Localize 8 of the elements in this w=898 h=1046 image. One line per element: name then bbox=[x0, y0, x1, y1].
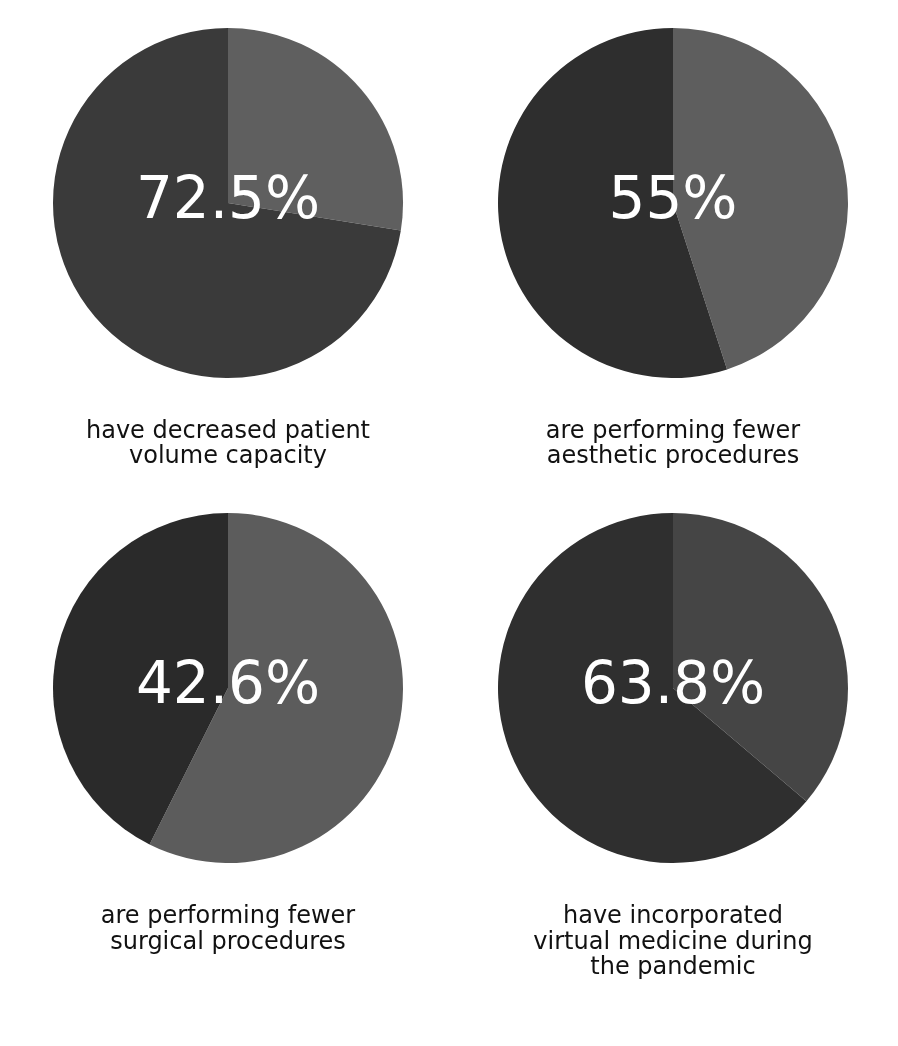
text: are performing fewer aesthetic procedures bbox=[544, 416, 802, 470]
data-label: 55% bbox=[608, 164, 738, 233]
data-label: 63.8% bbox=[580, 649, 766, 718]
data-label: 42.6% bbox=[135, 649, 321, 718]
text: are performing fewer surgical procedures bbox=[99, 901, 357, 955]
text: have decreased patient volume capacity bbox=[84, 416, 372, 470]
data-label: 72.5% bbox=[135, 164, 321, 233]
text: have incorporated virtual medicine during the pandemic bbox=[532, 901, 814, 980]
